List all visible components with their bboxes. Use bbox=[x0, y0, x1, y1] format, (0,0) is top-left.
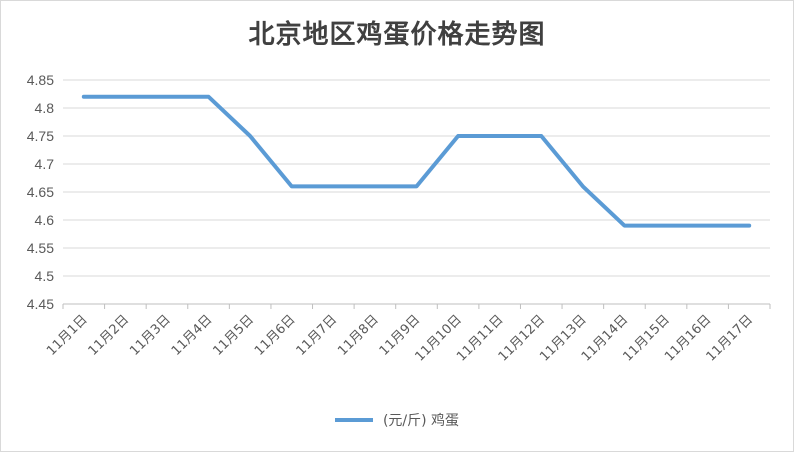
x-tick-label: 11月5日 bbox=[210, 312, 257, 359]
x-tick-label: 11月2日 bbox=[86, 312, 133, 359]
x-tick-label: 11月4日 bbox=[169, 312, 216, 359]
y-tick-label: 4.7 bbox=[35, 156, 55, 172]
y-axis: 4.45 4.5 4.55 4.6 4.65 4.7 4.75 4.8 4.85 bbox=[27, 72, 54, 312]
y-tick-label: 4.8 bbox=[35, 100, 55, 116]
series-group bbox=[81, 94, 752, 228]
legend-swatch bbox=[334, 418, 373, 422]
gridlines bbox=[63, 79, 770, 277]
x-tick-label: 11月3日 bbox=[127, 312, 174, 359]
legend: (元/斤) 鸡蛋 bbox=[0, 410, 794, 430]
chart-title: 北京地区鸡蛋价格走势图 bbox=[248, 20, 546, 50]
y-tick-label: 4.75 bbox=[27, 128, 54, 144]
x-tick-label: 11月6日 bbox=[252, 312, 299, 359]
x-tick-label: 11月8日 bbox=[335, 312, 382, 359]
y-tick-label: 4.6 bbox=[35, 212, 55, 228]
x-tick-label: 11月1日 bbox=[44, 312, 91, 359]
y-tick-label: 4.85 bbox=[27, 72, 54, 88]
y-tick-label: 4.55 bbox=[27, 240, 54, 256]
y-tick-label: 4.45 bbox=[27, 296, 54, 312]
series-line bbox=[81, 94, 752, 228]
y-tick-label: 4.65 bbox=[27, 184, 54, 200]
legend-label: (元/斤) 鸡蛋 bbox=[382, 413, 460, 429]
x-axis: 11月1日11月2日11月3日11月4日11月5日11月6日11月7日11月8日… bbox=[44, 303, 771, 365]
x-tick-label: 11月7日 bbox=[294, 312, 341, 359]
y-tick-label: 4.5 bbox=[35, 268, 55, 284]
